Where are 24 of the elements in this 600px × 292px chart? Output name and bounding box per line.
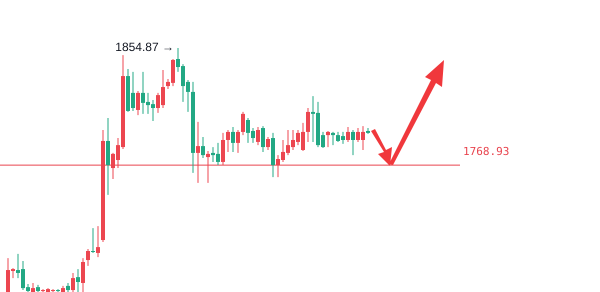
candlestick	[86, 248, 90, 266]
candlestick	[226, 129, 230, 152]
candlestick	[261, 126, 265, 152]
candlestick	[241, 111, 245, 136]
candlestick	[201, 136, 205, 159]
candlestick	[306, 108, 310, 142]
candlestick	[31, 282, 35, 292]
candlestick	[136, 90, 140, 116]
candlestick	[231, 126, 235, 152]
candlestick	[266, 136, 270, 150]
candlestick	[256, 126, 260, 146]
candlestick	[91, 228, 95, 254]
candlestick	[71, 272, 75, 292]
candlestick	[326, 130, 330, 148]
candlestick	[96, 226, 100, 258]
candlestick	[81, 258, 85, 292]
candlestick	[331, 131, 335, 146]
candlestick	[351, 129, 355, 156]
candlestick	[66, 282, 70, 292]
annotation: 1854.87 →	[115, 40, 174, 54]
candlestick	[236, 129, 240, 154]
candlestick	[346, 126, 350, 142]
text: 1768.93	[463, 145, 510, 158]
candlestick	[76, 268, 80, 292]
